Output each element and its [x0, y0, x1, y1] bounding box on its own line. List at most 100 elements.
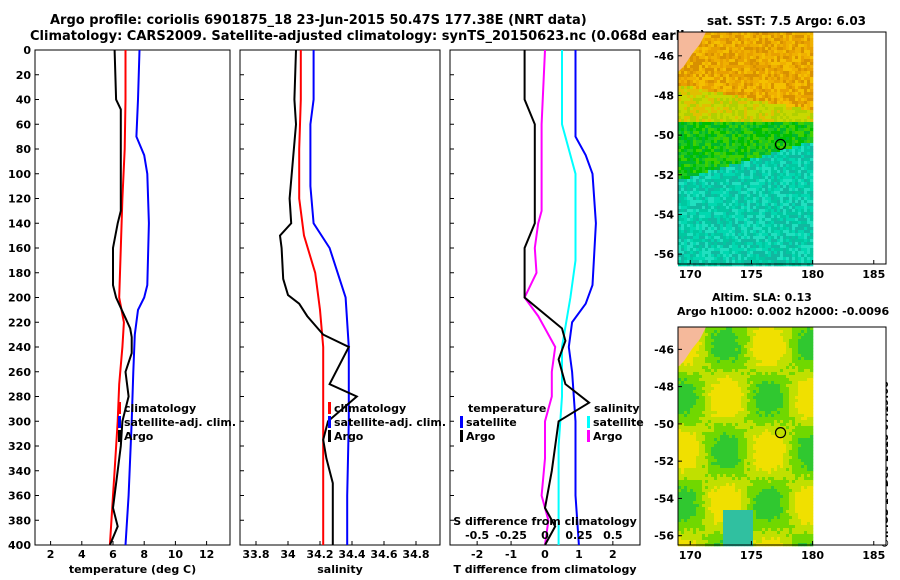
map-cell [708, 363, 712, 367]
map-cell [774, 227, 778, 231]
map-cell [801, 402, 805, 406]
map-cell [729, 137, 733, 141]
map-cell [777, 185, 781, 189]
map-cell [723, 221, 727, 225]
map-cell [780, 167, 784, 171]
map-cell [810, 95, 814, 99]
map-cell [774, 122, 778, 126]
map-cell [795, 83, 799, 87]
map-cell [708, 188, 712, 192]
map-cell [681, 68, 685, 72]
map-cell [765, 197, 769, 201]
map-cell [699, 357, 703, 361]
map-cell [801, 384, 805, 388]
map-cell [693, 122, 697, 126]
map-cell [729, 128, 733, 132]
map-cell [702, 366, 706, 370]
map-cell [747, 390, 751, 394]
map-cell [804, 188, 808, 192]
y-tick-label: 320 [8, 440, 31, 453]
map-cell [735, 348, 739, 352]
map-cell [756, 399, 760, 403]
map-cell [723, 122, 727, 126]
map-cell [732, 95, 736, 99]
map-cell [777, 242, 781, 246]
map-cell [801, 158, 805, 162]
map-cell [684, 89, 688, 93]
map-cell [726, 257, 730, 261]
map-cell [735, 179, 739, 183]
map-cell [693, 248, 697, 252]
map-cell [684, 83, 688, 87]
map-cell [699, 354, 703, 358]
map-cell [741, 92, 745, 96]
map-cell [690, 366, 694, 370]
map-cell [807, 185, 811, 189]
map-cell [756, 218, 760, 222]
map-cell [753, 245, 757, 249]
x-tick-label: -1 [505, 548, 517, 561]
map-cell [786, 215, 790, 219]
map-cell [720, 218, 724, 222]
map-cell [777, 351, 781, 355]
map-cell [738, 182, 742, 186]
map-cell [714, 182, 718, 186]
map-cell [765, 53, 769, 57]
map-cell [741, 384, 745, 388]
map-cell [777, 155, 781, 159]
map-cell [741, 152, 745, 156]
map-cell [717, 59, 721, 63]
map-cell [750, 405, 754, 409]
map-cell [726, 134, 730, 138]
map-cell [810, 89, 814, 93]
map-cell [792, 119, 796, 123]
map-cell [792, 254, 796, 258]
map-cell [750, 116, 754, 120]
map-cell [687, 101, 691, 105]
map-cell [774, 230, 778, 234]
map-cell [684, 209, 688, 213]
map-cell [729, 327, 733, 331]
map-cell [729, 254, 733, 258]
map-cell [762, 366, 766, 370]
map-cell [762, 336, 766, 340]
map-cell [696, 254, 700, 258]
map-cell [699, 393, 703, 397]
map-cell [693, 125, 697, 129]
map-cell [678, 227, 682, 231]
map-cell [720, 149, 724, 153]
map-cell [708, 327, 712, 331]
map-cell [714, 173, 718, 177]
map-cell [735, 378, 739, 382]
map-cell [711, 191, 715, 195]
map-cell [762, 378, 766, 382]
map-cell [756, 119, 760, 123]
map-cell [678, 239, 682, 243]
map-cell [792, 357, 796, 361]
map-cell [795, 239, 799, 243]
map-cell [681, 263, 685, 267]
map-cell [717, 170, 721, 174]
map-cell [762, 360, 766, 364]
map-cell [732, 146, 736, 150]
map-cell [708, 375, 712, 379]
legend-entry: satellite-adj. clim. [124, 416, 236, 429]
map-cell [801, 387, 805, 391]
map-cell [747, 200, 751, 204]
map-cell [729, 363, 733, 367]
map-cell [765, 221, 769, 225]
series-line-satellite-adj-clim- [309, 50, 350, 545]
map-cell [774, 182, 778, 186]
map-cell [804, 155, 808, 159]
x-tick-label: 34 [280, 548, 296, 561]
map-cell [738, 212, 742, 216]
map-cell [771, 44, 775, 48]
map-cell [792, 125, 796, 129]
map-cell [702, 113, 706, 117]
map-cell [753, 167, 757, 171]
map-cell [765, 98, 769, 102]
map-cell [723, 348, 727, 352]
map-cell [750, 125, 754, 129]
map-cell [720, 227, 724, 231]
map-cell [747, 206, 751, 210]
